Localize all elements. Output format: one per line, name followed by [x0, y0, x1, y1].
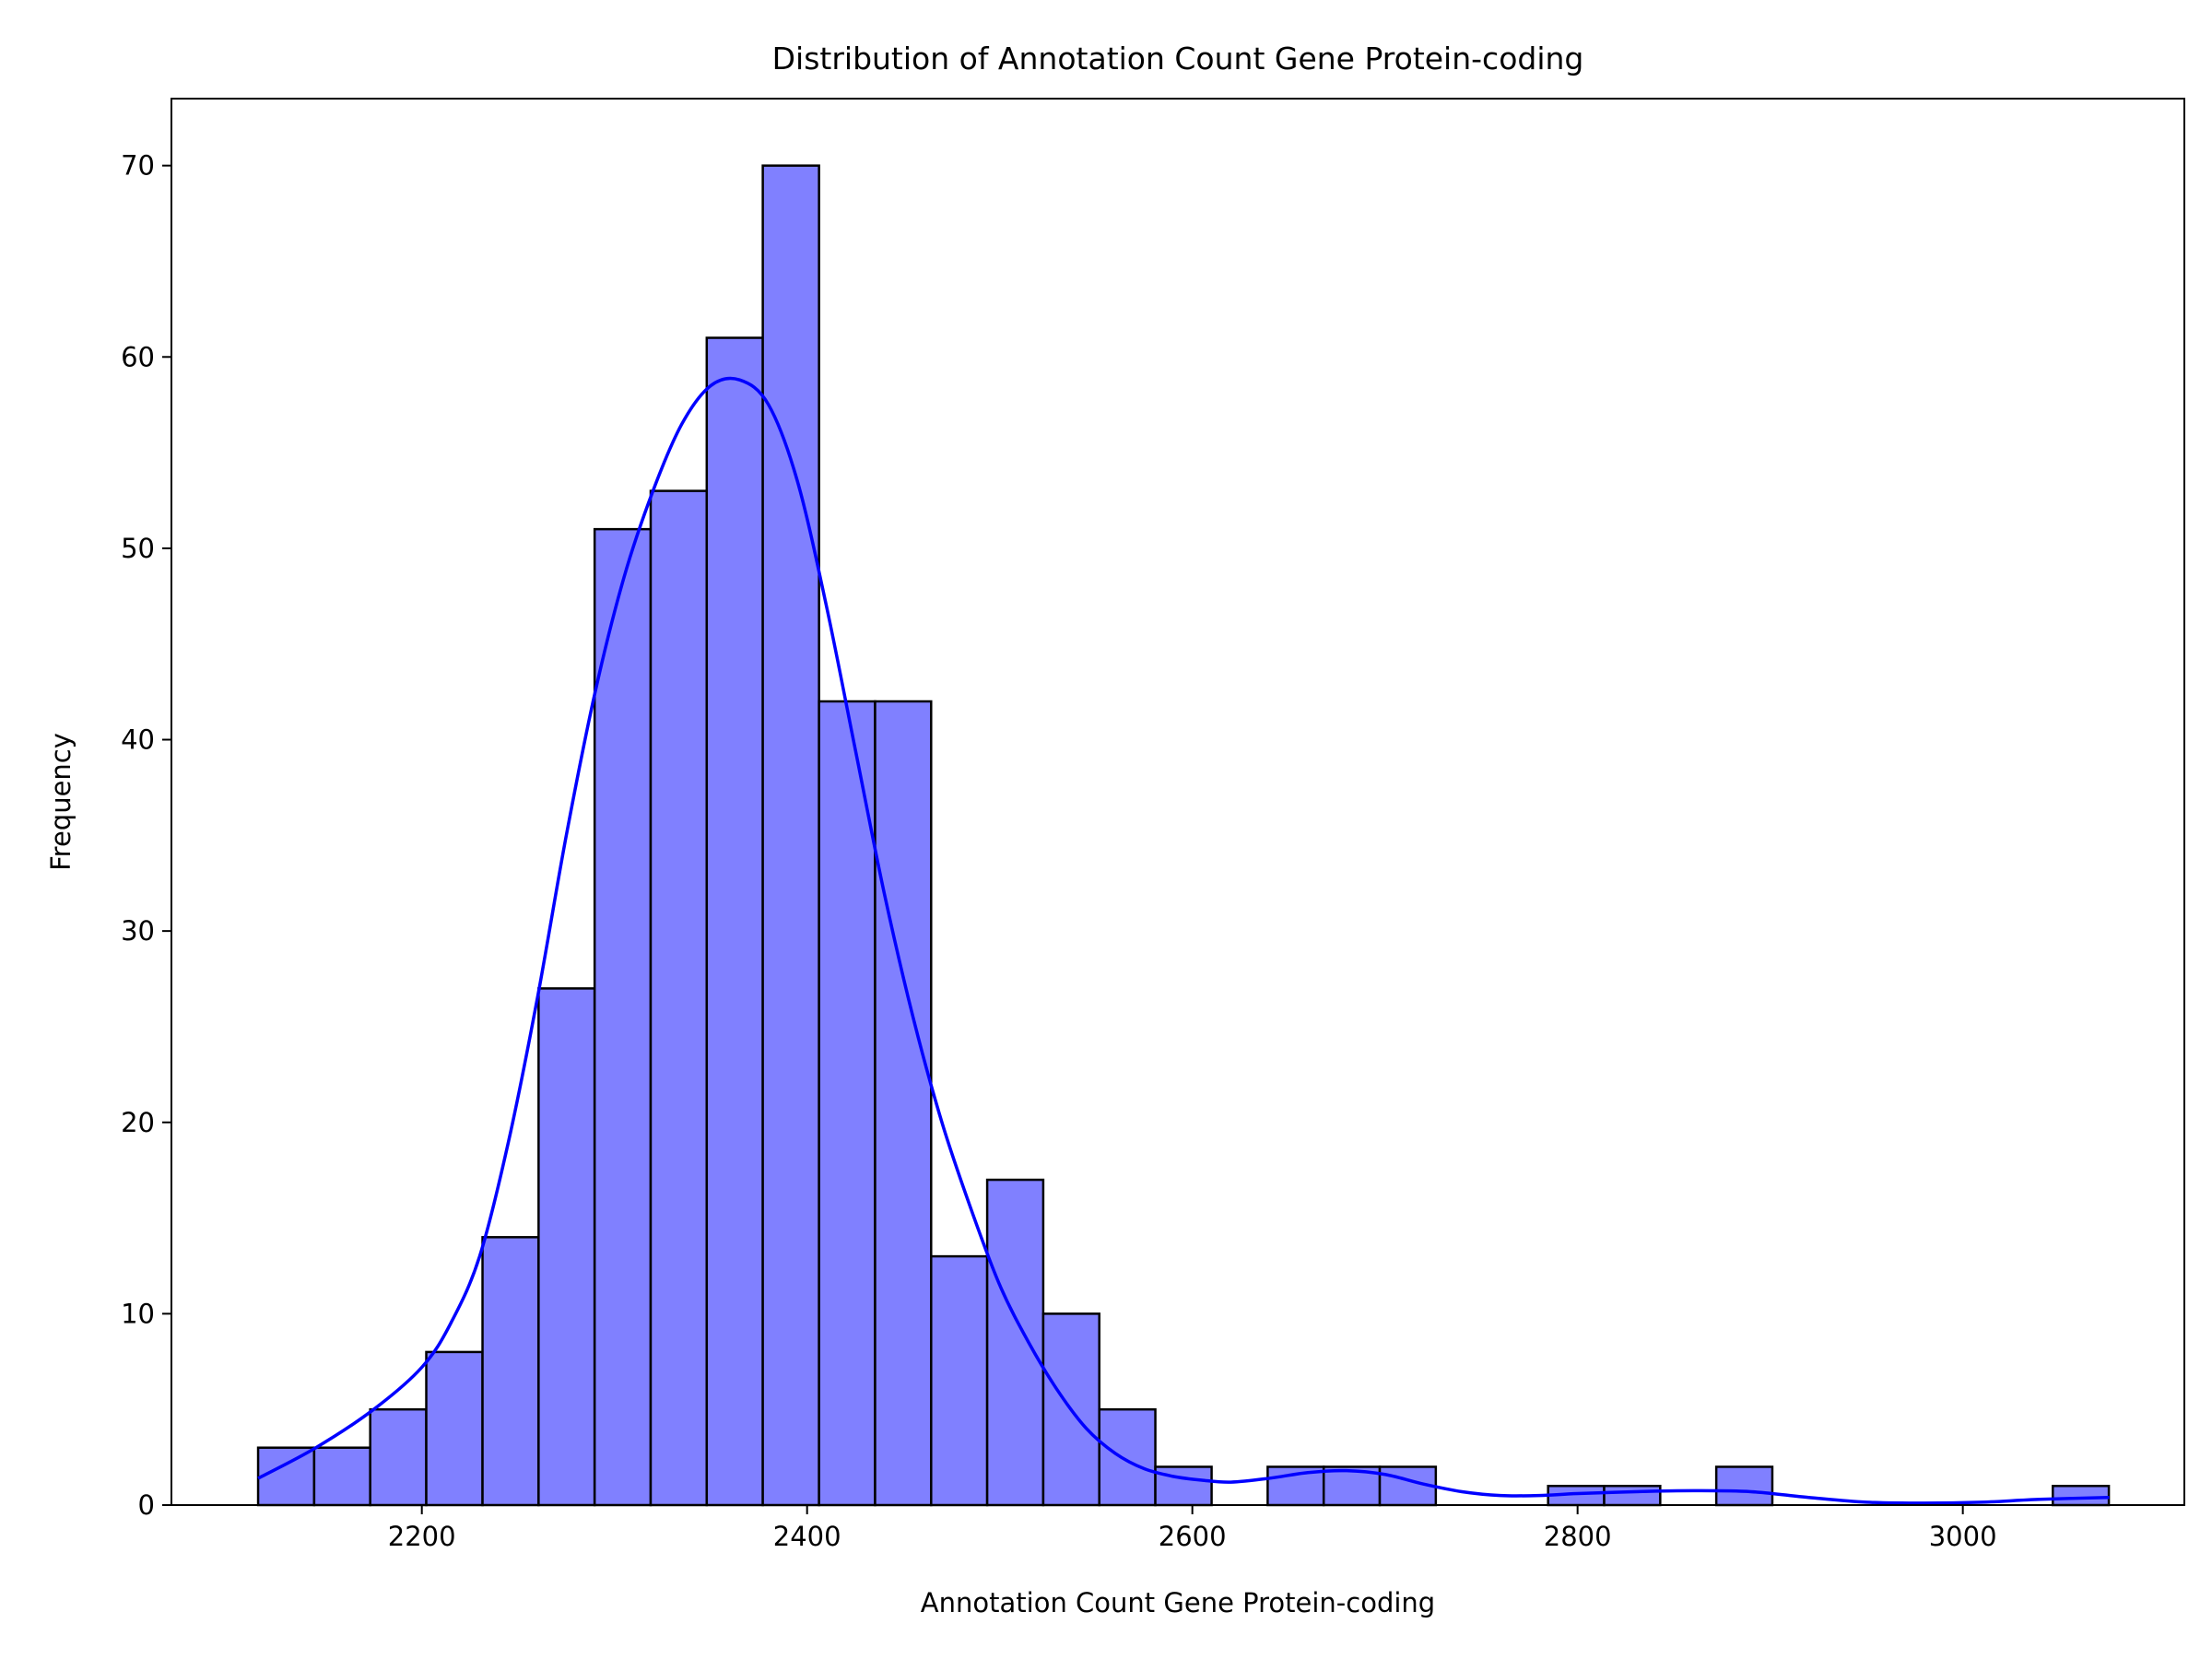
- x-tick-label: 2600: [1159, 1521, 1227, 1552]
- x-tick-label: 3000: [1929, 1521, 1997, 1552]
- histogram-bar: [985, 1178, 1045, 1507]
- histogram-bar: [1603, 1484, 1662, 1507]
- plot-frame: [171, 98, 2185, 1506]
- histogram-bar: [1714, 1465, 1774, 1507]
- kde-curve: [257, 376, 2110, 1505]
- histogram-bar: [1098, 1407, 1157, 1507]
- chart-title: Distribution of Annotation Count Gene Pr…: [772, 41, 1584, 76]
- histogram-bar: [256, 1446, 316, 1507]
- bars-layer: [256, 164, 2111, 1507]
- histogram-bar: [312, 1446, 371, 1507]
- y-tick-label: 0: [138, 1489, 155, 1521]
- histogram-bar: [874, 700, 933, 1507]
- histogram-bar: [930, 1254, 989, 1507]
- histogram-bar: [818, 700, 877, 1507]
- y-axis-label: Frequency: [45, 733, 76, 871]
- histogram-bar: [705, 336, 764, 1507]
- histogram-bar: [1154, 1465, 1213, 1507]
- histogram-bar: [369, 1407, 428, 1507]
- histogram-bar: [593, 527, 653, 1507]
- x-axis: 2200 2400 2600 2800 3000: [388, 1505, 1997, 1552]
- y-tick-label: 50: [121, 533, 155, 564]
- histogram-bar: [481, 1236, 540, 1507]
- histogram-bar: [2052, 1484, 2111, 1507]
- histogram-bar: [425, 1350, 484, 1507]
- x-axis-label: Annotation Count Gene Protein-coding: [921, 1587, 1435, 1618]
- y-tick-label: 40: [121, 724, 155, 756]
- histogram-bar: [537, 987, 596, 1507]
- y-tick-label: 70: [121, 150, 155, 182]
- y-tick-label: 20: [121, 1107, 155, 1138]
- y-axis: 0 10 20 30 40 50 60 70: [121, 150, 171, 1521]
- y-tick-label: 60: [121, 341, 155, 372]
- histogram-bar: [649, 489, 709, 1507]
- x-tick-label: 2400: [773, 1521, 841, 1552]
- y-tick-label: 30: [121, 915, 155, 947]
- y-tick-label: 10: [121, 1298, 155, 1329]
- x-tick-label: 2200: [388, 1521, 456, 1552]
- kde-layer: [257, 376, 2110, 1505]
- x-tick-label: 2800: [1544, 1521, 1612, 1552]
- histogram-bar: [761, 164, 820, 1507]
